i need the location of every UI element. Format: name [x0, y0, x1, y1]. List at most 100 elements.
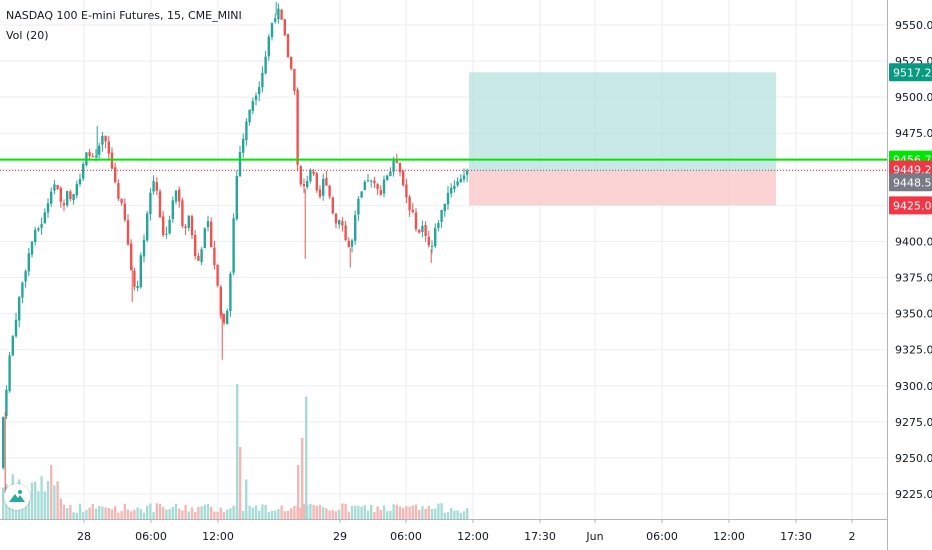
- volume-bar: [446, 512, 450, 519]
- volume-bar: [184, 504, 187, 519]
- candle-body: [261, 72, 264, 88]
- volume-bar: [301, 438, 304, 519]
- volume-bar: [126, 509, 130, 519]
- candle-body: [155, 182, 158, 191]
- volume-bar: [366, 510, 370, 519]
- candle-body: [194, 235, 197, 257]
- volume-bar: [75, 512, 78, 519]
- price-axis[interactable]: 9550.009525.009500.009475.009450.009425.…: [895, 19, 932, 501]
- volume-bar: [123, 503, 126, 519]
- candle-body: [418, 229, 421, 233]
- price-tick-label: 9275.00: [895, 416, 932, 429]
- volume-bar: [85, 509, 88, 519]
- volume-bar: [245, 479, 248, 519]
- candle-body: [206, 221, 210, 228]
- candle-body: [235, 175, 238, 219]
- candle-body: [50, 191, 53, 204]
- volume-bar: [174, 503, 178, 519]
- volume-bar: [312, 504, 315, 519]
- candle-body: [62, 203, 66, 206]
- volume-bar: [370, 504, 373, 519]
- price-tick-label: 9475.00: [895, 127, 932, 140]
- volume-bar: [216, 511, 219, 519]
- volume-bar: [66, 508, 69, 519]
- candle-body: [357, 198, 360, 215]
- candle-body: [299, 166, 302, 185]
- volume-bar: [178, 508, 181, 519]
- volume-bar: [190, 507, 194, 519]
- volume-bar: [222, 512, 226, 519]
- volume-bar: [168, 509, 171, 519]
- volume-bar: [334, 511, 338, 519]
- volume-bar: [328, 510, 331, 519]
- candle-body: [30, 241, 34, 255]
- candle-body: [238, 152, 242, 177]
- candle-body: [40, 223, 43, 228]
- candle-body: [178, 189, 181, 202]
- volume-bar: [155, 503, 158, 519]
- price-tick-label: 9300.00: [895, 380, 932, 393]
- candle-body: [315, 173, 318, 191]
- time-tick-label: 17:30: [780, 530, 812, 543]
- volume-bar: [264, 505, 267, 519]
- volume-bar: [146, 505, 149, 519]
- candle-body: [459, 178, 462, 182]
- candle-body: [334, 213, 338, 224]
- target-zone[interactable]: [469, 72, 776, 172]
- time-tick-label: 28: [77, 530, 91, 543]
- chart-grid: [0, 0, 887, 519]
- target-price-text: 9517.25: [893, 66, 932, 79]
- volume-bar: [325, 508, 328, 519]
- candle-body: [264, 56, 267, 74]
- volume-bar: [277, 509, 280, 519]
- volume-bar: [414, 504, 418, 519]
- candle-body: [306, 180, 309, 188]
- candle-body: [318, 189, 322, 197]
- volume-bar: [392, 504, 395, 519]
- candle-body: [5, 389, 8, 417]
- candle-body: [53, 184, 56, 191]
- volume-bar: [88, 507, 91, 519]
- candle-body: [114, 167, 117, 183]
- candle-body: [219, 286, 222, 316]
- volume-bar: [200, 506, 203, 519]
- price-axis-labels: 9517.25 9456.75 9449.25 9448.50 9425.00: [889, 63, 932, 215]
- volume-bar: [78, 503, 82, 519]
- candle-body: [226, 310, 229, 324]
- volume-bar: [171, 506, 174, 519]
- volume-bar: [456, 510, 459, 519]
- candle-body: [181, 200, 184, 227]
- candle-body: [216, 264, 219, 286]
- volume-bar: [239, 447, 242, 519]
- candle-body: [325, 178, 328, 186]
- candle-body: [414, 212, 418, 230]
- volume-indicator-title[interactable]: Vol (20): [6, 29, 49, 42]
- candle-body: [389, 171, 392, 177]
- candle-body: [386, 175, 389, 181]
- volume-bar: [229, 508, 232, 519]
- time-tick-label: 06:00: [135, 530, 167, 543]
- candle-body: [88, 152, 91, 157]
- long-position-tool[interactable]: [469, 72, 776, 206]
- volume-bar: [347, 511, 350, 519]
- volume-bar: [443, 512, 446, 519]
- tradingview-logo-icon[interactable]: [4, 484, 30, 510]
- candle-body: [133, 270, 136, 287]
- volume-bar: [290, 508, 293, 519]
- stop-zone[interactable]: [469, 171, 776, 206]
- volume-bar: [305, 396, 308, 519]
- candle-body: [456, 181, 459, 186]
- time-axis[interactable]: 28 06:00 12:00 29 06:00 12:00 17:30 Jun 06:00 12:…: [77, 519, 856, 543]
- symbol-title[interactable]: NASDAQ 100 E-mini Futures, 15, CME_MINI: [6, 9, 242, 22]
- candle-body: [56, 185, 59, 189]
- volume-bar: [302, 504, 306, 519]
- candle-body: [126, 220, 130, 245]
- candle-body: [450, 187, 453, 194]
- candle-body: [421, 225, 424, 233]
- volume-bar: [206, 503, 210, 519]
- candle-body: [174, 190, 178, 202]
- candle-body: [66, 191, 69, 206]
- candle-body: [152, 181, 155, 192]
- candle-body: [277, 8, 280, 20]
